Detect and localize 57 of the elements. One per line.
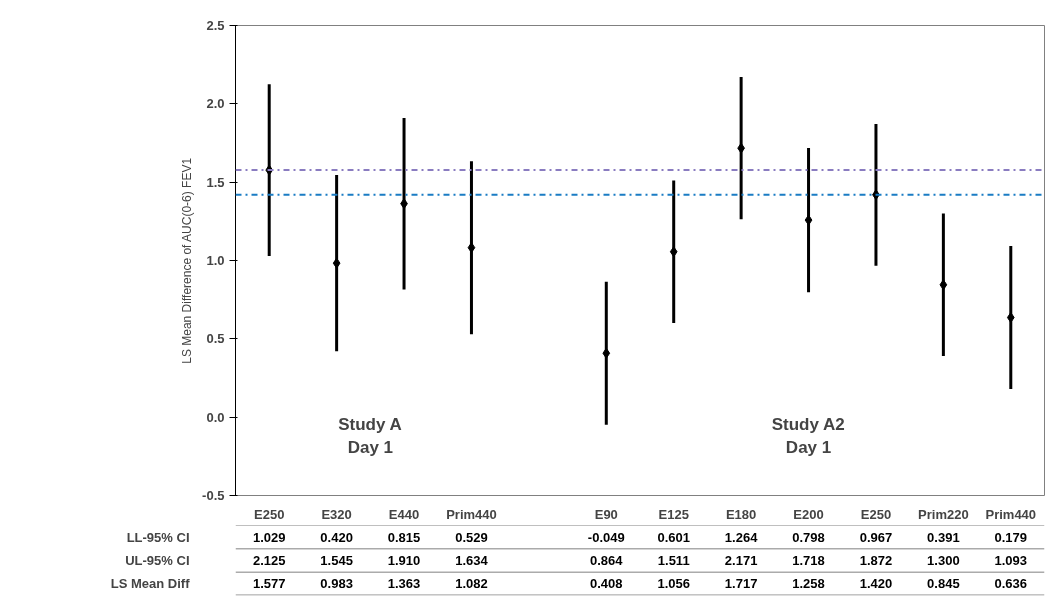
x-tick-label: E180 — [725, 506, 757, 522]
y-tick-label: -0.5 — [202, 488, 225, 503]
x-tick-label: Prim220 — [918, 506, 969, 522]
annotation: Study A Day 1 — [338, 415, 402, 457]
data-label: 1.717 — [724, 576, 758, 592]
x-tick-label: E320 — [321, 506, 352, 522]
y-tick-label: 2.0 — [206, 96, 225, 112]
text: 0.420 — [320, 529, 353, 545]
data-label: 0.983 — [320, 576, 353, 592]
text: LL-95% CI — [126, 529, 190, 545]
text: -0.049 — [587, 529, 625, 545]
text: 1.264 — [724, 529, 759, 545]
y-tick-label: 1.5 — [206, 174, 225, 190]
text: 1.093 — [994, 553, 1028, 568]
x-tick-label: Prim440 — [446, 506, 497, 522]
text: 1.634 — [455, 553, 489, 568]
y-tick-label: 0.5 — [206, 331, 225, 347]
x-tick-label: E440 — [388, 506, 420, 522]
annotation: Study A2 Day 1 — [771, 415, 845, 457]
x-tick-label: E250 — [254, 506, 285, 522]
x-tick-label: Prim440 — [985, 506, 1037, 522]
text: 1.300 — [927, 553, 960, 568]
x-tick-label: E250 — [860, 506, 892, 522]
text: 0.815 — [387, 529, 421, 545]
text: UL-95% CI — [125, 553, 190, 568]
y-tick-label: 0.0 — [206, 409, 225, 425]
data-label: 1.577 — [252, 576, 286, 592]
x-tick-label: E200 — [793, 506, 824, 522]
data-label: 1.420 — [859, 576, 893, 592]
text: 1.872 — [859, 553, 893, 568]
text: 0.391 — [927, 529, 960, 545]
text: 0.601 — [657, 529, 690, 545]
text: 1.545 — [320, 553, 353, 568]
x-tick-label: E90 — [594, 506, 618, 522]
y-tick-label: 2.5 — [206, 18, 225, 33]
text: LS Mean Diff — [110, 576, 191, 592]
data-label: 1.056 — [657, 576, 690, 592]
text: 1.718 — [792, 553, 825, 568]
y-tick-label: 1.0 — [206, 253, 225, 268]
text: 1.910 — [387, 553, 421, 568]
x-tick-label: E125 — [658, 506, 689, 522]
text: 1.511 — [657, 553, 690, 568]
data-label: 0.845 — [927, 576, 960, 592]
text: 0.798 — [792, 529, 825, 545]
data-label: 0.408 — [590, 576, 623, 592]
text: 1.029 — [252, 529, 286, 545]
data-label: 0.636 — [994, 576, 1028, 592]
text: 0.967 — [859, 529, 893, 545]
text: 2.125 — [252, 553, 286, 568]
text: 0.179 — [994, 529, 1028, 545]
data-label: 1.258 — [792, 576, 825, 592]
text: 0.864 — [590, 553, 624, 568]
text: 2.171 — [724, 553, 758, 568]
text: 0.529 — [455, 529, 488, 545]
data-label: 1.363 — [387, 576, 421, 592]
data-label: 1.082 — [455, 576, 488, 592]
y-axis-title: LS Mean Difference of AUC(0-6) FEV1 — [180, 157, 195, 364]
